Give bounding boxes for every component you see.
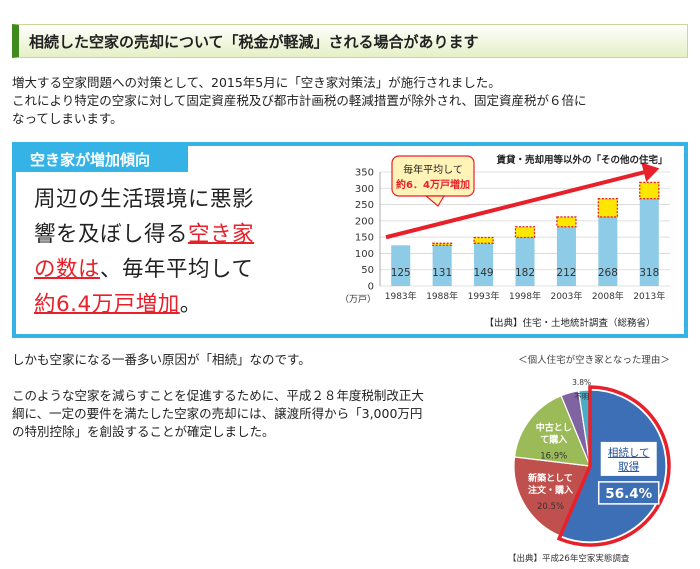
panel-text-4a: 約6.4万戸増加 [34,292,180,317]
bar-value-label: 125 [391,267,411,279]
section-heading: 相続した空家の売却について「税金が軽減」される場合があります [12,24,688,58]
bar [391,245,411,286]
y-axis-unit: （万戸） [340,294,376,305]
panel-text-3b: 、毎年平均して [100,257,254,282]
main-slice-value: 56.4% [605,486,652,502]
intro-line-3: なってしまいます。 [12,111,123,126]
panel-text-1: 周辺の生活環境に悪影 [34,187,255,212]
slice-value: 20.5% [537,502,564,512]
main-slice-label: 取得 [618,461,639,473]
bar-value-label: 149 [474,267,494,279]
x-tick-label: 2008年 [592,290,624,302]
pie-title: ＜個人住宅が空き家となった理由＞ [518,355,670,366]
x-tick-label: 1983年 [385,290,417,302]
bar-value-label: 131 [432,267,452,279]
callout-line-1: 毎年平均して [403,163,463,176]
panel-text-3a: の数は [34,257,101,282]
panel-statement: 周辺の生活環境に悪影 響を及ぼし得る空き家 の数は、毎年平均して 約6.4万戸増… [34,182,324,322]
callout-tail [424,195,446,207]
bar-increment [431,242,453,246]
slice-value: 16.9% [540,451,567,461]
x-tick-label: 1993年 [468,290,500,302]
x-tick-label: 1998年 [509,290,541,302]
chart-callout: 毎年平均して 約6．4万戸増加 [391,155,475,207]
y-tick-label: 150 [355,233,374,244]
bar-value-label: 182 [515,267,535,279]
slice-value-small: 3.8% [572,378,591,387]
pie-slice [513,394,591,467]
y-tick-label: 0 [368,282,374,293]
body-line-3: 綱に、一定の要件を満たした空家の売却には、譲渡所得から「3,000万円 [12,406,423,421]
panel-text-2a: 響を及ぼし得る [34,222,189,247]
slice-label-small: 不明 [574,392,589,401]
section-heading-text: 相続した空家の売却について「税金が軽減」される場合があります [29,32,479,51]
trend-arrow [385,162,660,240]
body-line-2: このような空家を減らすことを促進するために、平成２８年度税制改正大 [12,388,424,403]
panel-tab-label: 空き家が増加傾向 [30,150,151,169]
vacant-house-bar-chart: 0 50 100 150 200 250 300 350 125 1983年 131 1988年 149… [340,154,670,329]
body-line-1: しかも空家になる一番多い原因が「相続」なのです。 [12,352,311,367]
intro-line-1: 増大する空家問題への対策として、2015年5月に「空き家対策法」が施行されました… [12,75,501,90]
bar [598,216,618,286]
pie-highlight-border [556,385,671,547]
body-paragraph: しかも空家になる一番多い原因が「相続」なのです。 このような空家を減らすことを促… [12,351,482,441]
y-tick-label: 100 [355,249,374,260]
y-tick-label: 300 [355,184,374,195]
pie-slice [513,456,591,537]
bar [556,226,576,286]
pie-source: 【出典】平成26年空家実態調査 [508,554,630,564]
bar-layer: 0 50 100 150 200 250 300 350 125 1983年 131 1988年 149… [355,162,670,302]
bar [474,243,494,286]
bar-increment [597,198,619,218]
bar [515,237,535,286]
bar-increment [639,181,660,200]
main-label-box [600,441,657,476]
main-slice-label: 相続して [608,446,650,459]
x-tick-label: 2013年 [633,290,665,302]
body-line-4: の特別控除」を創設することが確定しました。 [12,424,275,439]
y-tick-label: 350 [355,168,374,179]
main-value-box [597,481,660,505]
chart-title: 賃貸・売却用等以外の「その他の住宅」 [495,154,667,166]
y-tick-label: 50 [361,265,374,276]
intro-paragraph: 増大する空家問題への対策として、2015年5月に「空き家対策法」が施行されました… [12,74,692,128]
slice-label: 注文・購入 [528,484,573,496]
bar [432,245,452,286]
intro-line-2: これにより特定の空家に対して固定資産税及び都市計画税の軽減措置が除外され、固定資… [12,93,587,108]
slice-label: 新築として [528,472,573,484]
panel-text-2b: 空き家 [188,222,255,247]
bar-value-label: 318 [639,267,659,279]
bar-value-label: 268 [598,267,618,279]
slice-label: 中古とし [536,421,572,433]
y-tick-label: 250 [355,200,374,211]
x-tick-label: 1988年 [426,290,458,302]
x-tick-label: 2003年 [550,290,582,302]
slice-label: て購入 [540,433,567,445]
bar-increment [556,216,577,228]
callout-line-2: 約6．4万戸増加 [396,178,470,191]
panel-text-4b: 。 [179,292,202,317]
bar-increment [473,236,494,244]
vacancy-info-panel: 空き家が増加傾向 周辺の生活環境に悪影 響を及ぼし得る空き家 の数は、毎年平均し… [12,142,688,338]
bar-value-label: 212 [556,267,576,279]
bar [639,198,659,286]
bar-increment [514,226,536,239]
chart-source: 【出典】住宅・土地統計調査（総務省） [484,317,655,329]
y-tick-label: 200 [355,216,374,227]
panel-tab: 空き家が増加傾向 [16,146,188,172]
